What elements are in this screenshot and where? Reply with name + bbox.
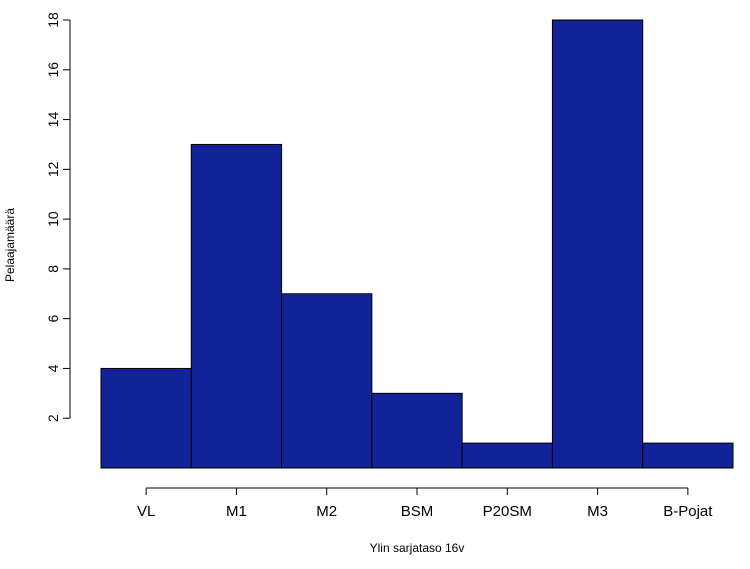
- y-tick-label: 14: [45, 112, 61, 128]
- y-tick-label: 10: [45, 211, 61, 227]
- y-axis-title: Pelaajamäärä: [3, 208, 17, 282]
- y-tick-label: 8: [45, 265, 61, 273]
- x-axis-title: Ylin sarjataso 16v: [370, 541, 465, 555]
- y-tick-label: 4: [45, 364, 61, 372]
- y-tick-label: 12: [45, 161, 61, 177]
- y-axis: 2 4 6 8 10 12 14 16 18: [45, 12, 71, 422]
- bar-m2: [281, 293, 373, 469]
- y-tick-label: 18: [45, 12, 61, 28]
- bar-b-pojat: [642, 442, 734, 469]
- x-tick-label: B-Pojat: [663, 503, 713, 520]
- bar-m1: [190, 143, 283, 469]
- y-tick-label: 6: [45, 315, 61, 323]
- x-axis: VL M1 M2 BSM P20SM M3 B-Pojat: [137, 487, 713, 520]
- y-tick-label: 2: [45, 414, 61, 422]
- x-tick-label: M1: [226, 503, 247, 520]
- bar-p20sm: [461, 442, 553, 469]
- bar-bsm: [371, 392, 463, 469]
- x-tick-label: BSM: [401, 503, 434, 520]
- bar-vl: [100, 367, 192, 469]
- bar-m3: [551, 19, 644, 469]
- x-tick-label: M3: [587, 503, 608, 520]
- x-tick-label: VL: [137, 503, 155, 520]
- bars-group: [100, 19, 734, 469]
- x-tick-label: P20SM: [483, 503, 532, 520]
- x-tick-label: M2: [316, 503, 337, 520]
- y-tick-label: 16: [45, 62, 61, 78]
